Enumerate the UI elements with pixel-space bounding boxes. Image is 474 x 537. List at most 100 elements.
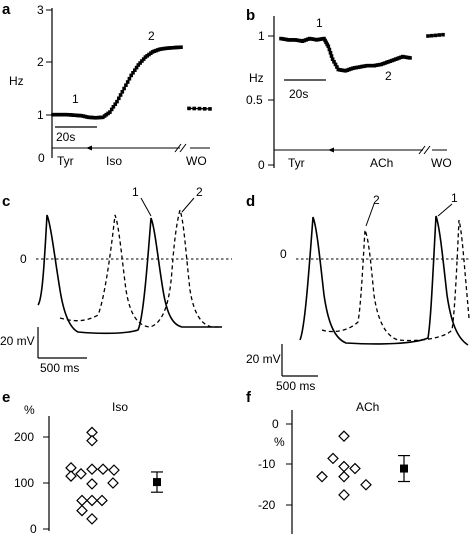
panel-a-ytick-label: 2 [37,55,44,69]
panel-e-data-point [86,434,98,447]
panel-a-series-point [108,110,112,114]
panel-b-annotation-1: 1 [316,16,323,30]
panel-b-series-point [402,55,407,59]
panel-b-series-point [359,64,364,69]
panel-d-pointer-2 [365,203,375,227]
panel-b-series-point [325,42,329,47]
panel-f-ytick-label: 0 [272,417,279,431]
panel-e-data-point [65,470,77,482]
panel-a-series-point [115,99,119,104]
panel-b-phase-wo: WO [431,156,452,170]
panel-f-ytick-label: -20 [258,498,276,512]
panel-e: e Iso % 200 100 0 [2,389,163,536]
panel-e-mean-marker [153,478,161,487]
panel-c-scale-t-label: 500 ms [40,361,79,375]
panel-b-series-point [408,56,412,60]
panel-b-ytick-label: 1 [258,29,265,43]
panel-b: b 1 0.5 0 Hz 1 2 20s Tyr ACh WO [246,7,452,172]
panel-f-data-point [327,452,339,465]
panel-b-series-point [323,38,327,43]
panel-a-series-point [202,107,207,111]
panel-d: d 0 2 1 20 mV 500 ms [246,191,470,393]
panel-f-title: ACh [356,400,379,414]
panel-f-mean-marker [400,464,408,473]
panel-b-series-point [347,67,351,72]
panel-c-pointer-1 [140,197,152,217]
panel-c-trace-2 [59,207,222,328]
panel-a-series-point [60,112,64,117]
panel-b-series-point [295,38,299,42]
panel-a-series-point [208,107,212,111]
panel-b-series-point [333,62,338,67]
panel-a-data-series [51,45,212,120]
panel-c-scale-v-label: 20 mV [0,334,35,348]
panel-a-timeline-arrow-icon [86,145,92,151]
panel-b-series-point [426,34,430,38]
panel-f-data-point [349,462,361,475]
panel-b-series-point [390,58,394,63]
panel-b-series-point [329,54,334,58]
panel-f-data-point [338,470,350,483]
panel-f-data-point [360,478,372,491]
panel-a-ytick-label: 1 [37,108,44,122]
panel-a-series-point [129,73,133,78]
panel-e-data-point [76,504,88,517]
panel-b-scale-label: 20s [289,87,308,101]
panel-a-series-point [95,115,100,120]
panel-a-phase-iso: Iso [106,154,122,168]
panel-c-trace-label-1: 1 [132,185,139,199]
panel-b-series-point [324,40,328,45]
panel-a-series-point [197,106,202,111]
panel-b-series-point [327,47,332,52]
panel-a-axis-break [179,143,187,153]
panel-e-ytick-label: 200 [14,430,34,444]
panel-b-series-line [280,37,411,72]
panel-e-data-point [86,494,98,507]
panel-b-series-point [338,68,342,72]
panel-b-annotation-2: 2 [385,69,392,83]
panel-a-annotation-2: 2 [148,29,155,43]
panel-c-pointer-2 [181,197,195,213]
panel-a-series-point [133,68,137,72]
panel-a-axis-break [174,143,182,153]
panel-c-label: c [2,193,10,210]
panel-b-series-point [328,51,333,55]
panel-b-series-point [316,37,321,42]
panel-a-series-point [125,80,130,84]
panel-f-mean-sem [398,454,410,483]
panel-a-series-point [127,76,132,81]
panel-a-series-point [118,93,123,97]
panel-d-trace-label-1: 1 [451,191,458,205]
panel-f-ytick-label: -10 [258,457,276,471]
panel-e-data-point [86,478,98,490]
panel-f: f ACh % 0 -10 -20 [246,389,410,534]
panel-a-series-line [53,46,182,119]
panel-d-pointer-1 [437,203,453,217]
panel-b-timeline-arrow-icon [328,147,334,153]
panel-d-scale-t-label: 500 ms [276,379,315,393]
panel-e-data-point [86,513,98,525]
panel-b-phase-ach: ACh [370,156,393,170]
panel-e-ytick-label: 0 [30,522,37,536]
panel-b-bottom-tick: 0 [258,158,265,172]
panel-f-data-point [338,489,350,501]
panel-d-scale-v-label: 20 mV [246,352,281,366]
panel-c-zero-label: 0 [20,252,27,266]
panel-a-series-point [117,96,121,101]
panel-b-series-point [433,33,438,38]
panel-b-axis-break [423,145,431,155]
panel-a-ytick-label: 3 [37,3,44,17]
panel-e-data-point [76,494,88,507]
panel-e-data-point [107,477,119,489]
panel-b-data-series [279,32,445,73]
panel-b-ytick-label: 0.5 [246,93,263,107]
panel-a-series-point [79,113,84,118]
panel-b-axis-break [418,145,426,155]
panel-b-series-point [429,33,434,38]
panel-b-series-point [332,60,336,64]
panel-a-series-point [187,106,191,111]
panel-a-series-point [92,115,96,120]
panel-f-label: f [246,389,252,406]
panel-a-series-point [140,59,144,63]
